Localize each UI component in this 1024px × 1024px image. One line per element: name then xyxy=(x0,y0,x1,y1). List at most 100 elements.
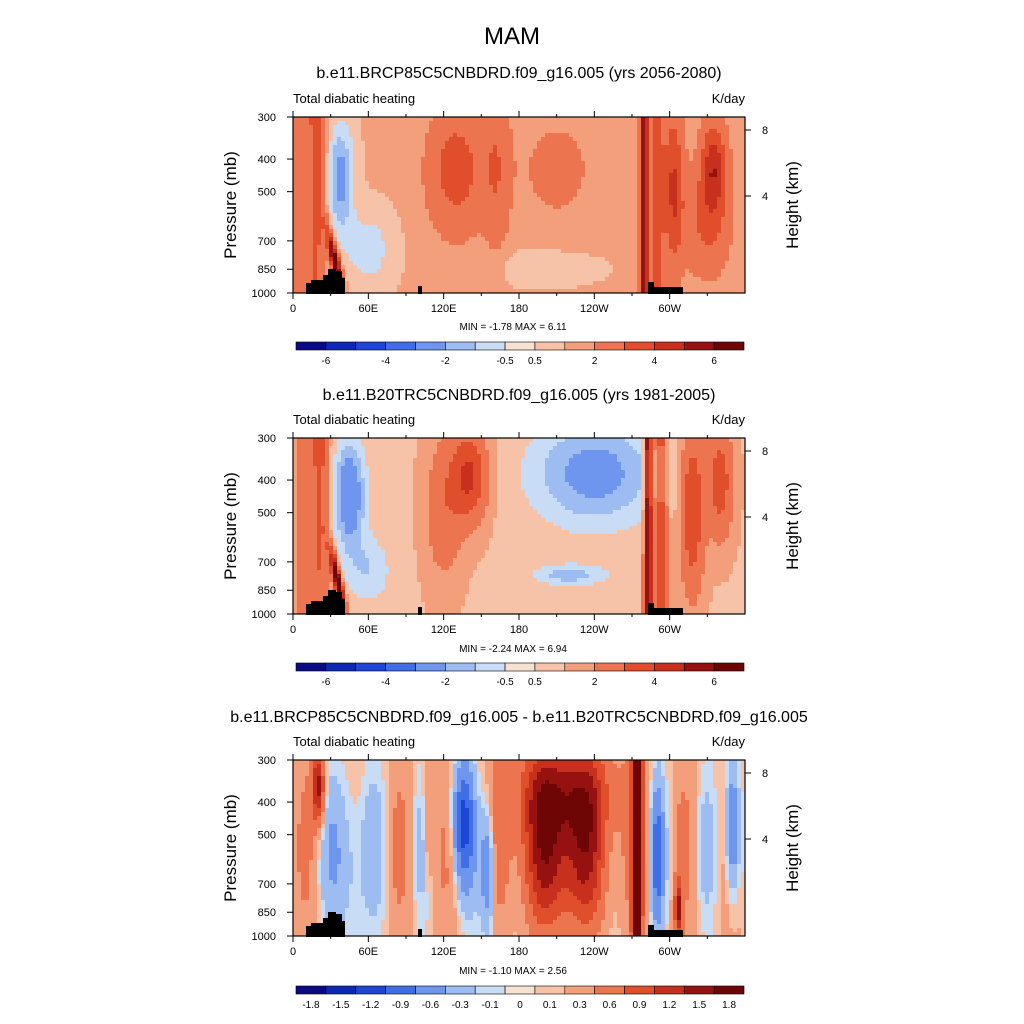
heatmap-cell xyxy=(721,285,726,290)
heatmap-cell xyxy=(685,221,690,226)
heatmap-cell xyxy=(597,165,602,170)
heatmap-cell xyxy=(437,157,442,162)
heatmap-cell xyxy=(501,149,506,154)
heatmap-cell xyxy=(393,141,398,146)
heatmap-cell xyxy=(533,205,538,210)
heatmap-cell xyxy=(609,277,614,282)
heatmap-cell xyxy=(705,153,710,158)
heatmap-cell xyxy=(701,285,706,290)
heatmap-cell xyxy=(497,125,502,130)
heatmap-cell xyxy=(469,161,474,166)
heatmap-cell xyxy=(381,173,386,178)
heatmap-cell xyxy=(357,197,362,202)
heatmap-cell xyxy=(549,141,554,146)
heatmap-cell xyxy=(373,141,378,146)
heatmap-cell xyxy=(537,213,542,218)
heatmap-cell xyxy=(669,169,674,174)
heatmap-cell xyxy=(389,281,394,286)
heatmap-cell xyxy=(685,281,690,286)
heatmap-cell xyxy=(493,253,498,258)
heatmap-cell xyxy=(653,281,658,286)
heatmap-cell xyxy=(329,249,334,254)
heatmap-cell xyxy=(709,285,714,290)
heatmap-cell xyxy=(705,157,710,162)
heatmap-cell xyxy=(389,237,394,242)
heatmap-cell xyxy=(553,165,558,170)
heatmap-cell xyxy=(369,281,374,286)
heatmap-cell xyxy=(573,121,578,126)
heatmap-cell xyxy=(593,201,598,206)
heatmap-cell xyxy=(525,225,530,230)
heatmap-cell xyxy=(717,153,722,158)
heatmap-cell xyxy=(537,277,542,282)
heatmap-cell xyxy=(373,249,378,254)
heatmap-cell xyxy=(385,213,390,218)
heatmap-cell xyxy=(465,145,470,150)
heatmap-cell xyxy=(617,201,622,206)
heatmap-cell xyxy=(441,265,446,270)
heatmap-cell xyxy=(569,177,574,182)
heatmap-cell xyxy=(541,189,546,194)
heatmap-cell xyxy=(461,197,466,202)
heatmap-cell xyxy=(605,185,610,190)
heatmap-cell xyxy=(577,145,582,150)
heatmap-cell xyxy=(533,133,538,138)
heatmap-cell xyxy=(613,205,618,210)
heatmap-cell xyxy=(641,269,646,274)
heatmap-cell xyxy=(685,133,690,138)
heatmap-cell xyxy=(693,181,698,186)
heatmap-cell xyxy=(633,165,638,170)
heatmap-cell xyxy=(421,137,426,142)
heatmap-cell xyxy=(293,269,298,274)
heatmap-cell xyxy=(665,145,670,150)
heatmap-cell xyxy=(521,257,526,262)
heatmap-cell xyxy=(657,217,662,222)
heatmap-cell xyxy=(609,289,614,293)
heatmap-cell xyxy=(625,129,630,134)
heatmap-cell xyxy=(637,117,642,122)
heatmap-cell xyxy=(673,265,678,270)
heatmap-cell xyxy=(681,121,686,126)
heatmap-cell xyxy=(381,209,386,214)
heatmap-cell xyxy=(669,217,674,222)
heatmap-cell xyxy=(301,137,306,142)
heatmap-cell xyxy=(705,117,710,122)
heatmap-cell xyxy=(741,265,745,270)
heatmap-cell xyxy=(413,117,418,122)
heatmap-cell xyxy=(313,169,318,174)
heatmap-cell xyxy=(537,285,542,290)
heatmap-cell xyxy=(557,161,562,166)
heatmap-cell xyxy=(481,137,486,142)
heatmap-cell xyxy=(497,269,502,274)
heatmap-cell xyxy=(625,185,630,190)
heatmap-cell xyxy=(549,145,554,150)
heatmap-cell xyxy=(401,145,406,150)
heatmap-cell xyxy=(613,245,618,250)
heatmap-cell xyxy=(353,205,358,210)
heatmap-cell xyxy=(445,145,450,150)
heatmap-cell xyxy=(569,261,574,266)
heatmap-cell xyxy=(721,209,726,214)
heatmap-cell xyxy=(349,265,354,270)
heatmap-cell xyxy=(433,197,438,202)
heatmap-cell xyxy=(597,273,602,278)
heatmap-cell xyxy=(601,209,606,214)
heatmap-cell xyxy=(325,241,330,246)
heatmap-cell xyxy=(541,257,546,262)
heatmap-cell xyxy=(437,125,442,130)
heatmap-cell xyxy=(457,173,462,178)
heatmap-cell xyxy=(405,125,410,130)
heatmap-cell xyxy=(681,233,686,238)
heatmap-cell xyxy=(701,153,706,158)
heatmap-cell xyxy=(517,281,522,286)
heatmap-cell xyxy=(589,117,594,122)
heatmap-cell xyxy=(601,273,606,278)
heatmap-cell xyxy=(573,273,578,278)
heatmap-cell xyxy=(349,153,354,158)
heatmap-cell xyxy=(589,289,594,293)
heatmap-cell xyxy=(645,249,650,254)
heatmap-cell xyxy=(609,237,614,242)
heatmap-cell xyxy=(409,121,414,126)
heatmap-cell xyxy=(401,181,406,186)
heatmap-cell xyxy=(381,189,386,194)
